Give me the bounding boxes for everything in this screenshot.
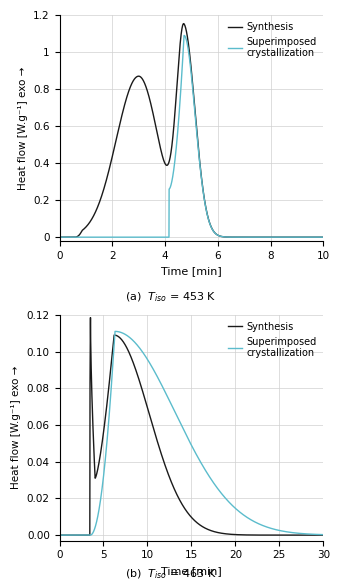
Superimposed
crystallization <box>121 330 125 337</box>
Synthesis <box>254 234 258 241</box>
Superimposed
crystallization <box>321 234 325 241</box>
Synthesis <box>158 144 162 151</box>
Synthesis <box>229 234 233 241</box>
Synthesis <box>121 339 125 346</box>
Synthesis <box>120 337 124 344</box>
Y-axis label: Heat flow [W.g⁻¹] exo →: Heat flow [W.g⁻¹] exo → <box>11 366 21 490</box>
Superimposed
crystallization <box>216 232 220 239</box>
Superimposed
crystallization <box>120 329 124 336</box>
Synthesis <box>157 443 161 450</box>
Superimposed
crystallization <box>275 234 279 241</box>
X-axis label: Time [min]: Time [min] <box>161 266 222 276</box>
Text: (b)  $T_{iso}$ = 463 K: (b) $T_{iso}$ = 463 K <box>125 568 216 581</box>
Superimposed
crystallization <box>105 234 109 241</box>
Synthesis <box>119 335 123 342</box>
Superimposed
crystallization <box>157 376 161 383</box>
Superimposed
crystallization <box>254 234 258 241</box>
Superimposed
crystallization <box>182 32 186 39</box>
Line: Superimposed
crystallization: Superimposed crystallization <box>60 35 323 237</box>
X-axis label: Time [min]: Time [min] <box>161 566 222 576</box>
Synthesis <box>182 20 186 27</box>
Synthesis <box>88 314 92 321</box>
Superimposed
crystallization <box>58 532 62 539</box>
Y-axis label: Heat flow [W.g⁻¹] exo →: Heat flow [W.g⁻¹] exo → <box>18 66 28 190</box>
Superimposed
crystallization <box>319 531 323 538</box>
Legend: Synthesis, Superimposed
crystallization: Synthesis, Superimposed crystallization <box>226 20 318 60</box>
Synthesis <box>58 234 62 241</box>
Line: Synthesis: Synthesis <box>60 23 323 237</box>
Superimposed
crystallization <box>321 531 325 538</box>
Line: Superimposed
crystallization: Superimposed crystallization <box>60 332 323 535</box>
Synthesis <box>105 173 109 180</box>
Superimposed
crystallization <box>158 234 162 241</box>
Superimposed
crystallization <box>113 328 117 335</box>
Superimposed
crystallization <box>119 329 123 336</box>
Synthesis <box>176 493 180 500</box>
Superimposed
crystallization <box>58 234 62 241</box>
Line: Synthesis: Synthesis <box>60 318 323 535</box>
Synthesis <box>321 532 325 539</box>
Text: (a)  $T_{iso}$ = 453 K: (a) $T_{iso}$ = 453 K <box>125 291 216 304</box>
Legend: Synthesis, Superimposed
crystallization: Synthesis, Superimposed crystallization <box>226 320 318 360</box>
Synthesis <box>58 532 62 539</box>
Superimposed
crystallization <box>176 414 180 421</box>
Synthesis <box>321 234 325 241</box>
Superimposed
crystallization <box>229 234 233 241</box>
Synthesis <box>319 532 323 539</box>
Synthesis <box>216 232 220 239</box>
Synthesis <box>275 234 279 241</box>
